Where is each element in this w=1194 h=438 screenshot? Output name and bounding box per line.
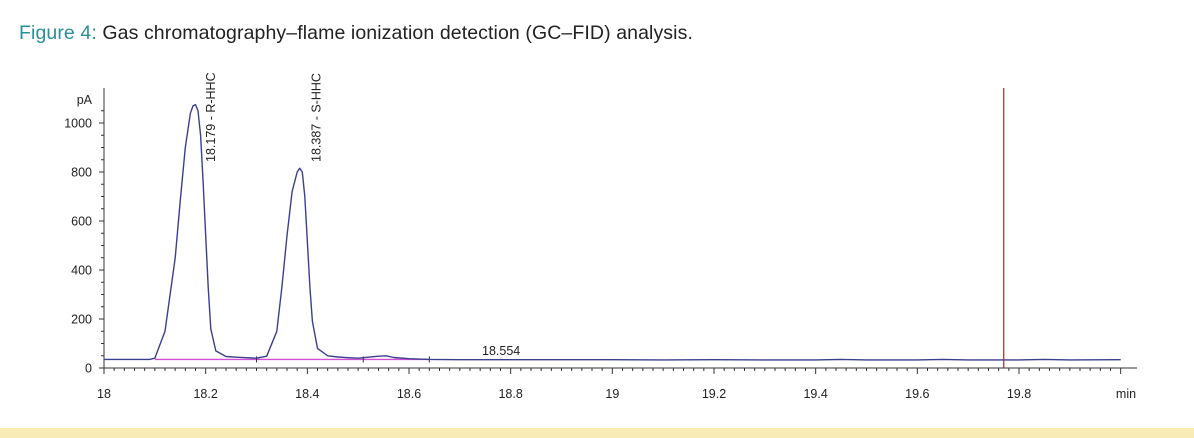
y-tick-label: 0 (85, 362, 92, 376)
figure-caption: Figure 4: Gas chromatography–flame ioniz… (19, 22, 693, 45)
y-tick-label: 200 (71, 313, 92, 327)
bottom-band (0, 428, 1194, 438)
chromatogram-trace (104, 103, 1121, 361)
figure-label: Figure 4: (19, 22, 97, 44)
x-tick-label: 18.4 (295, 387, 319, 401)
chromatogram-chart: 18 18.2 18.4 18.6 18.8 19 19.2 19.4 19.6 19.8 min 0… (64, 72, 1137, 401)
peak-label: 18.554 (482, 344, 520, 358)
y-tick-label: 800 (71, 166, 92, 180)
x-tick-label: 18 (97, 387, 111, 401)
figure-caption-text: Gas chromatography–flame ionization dete… (96, 22, 693, 44)
x-tick-label: 18.8 (498, 387, 522, 401)
x-tick-label: 19.4 (803, 387, 827, 401)
y-tick-label: 1000 (64, 117, 92, 131)
x-tick-label: 19.6 (905, 387, 929, 401)
chart-labels: 18 18.2 18.4 18.6 18.8 19 19.2 19.4 19.6 19.8 min 0… (64, 72, 1136, 401)
chart-marks (104, 88, 1121, 368)
x-tick-label: 19.8 (1007, 387, 1031, 401)
x-tick-label: 19 (605, 387, 619, 401)
x-axis-label: min (1116, 387, 1136, 401)
peak-label: 18.387 - S-HHC (310, 73, 324, 162)
y-tick-label: 400 (71, 264, 92, 278)
x-tick-label: 19.2 (702, 387, 726, 401)
x-tick-label: 18.2 (193, 387, 217, 401)
y-axis-label: pA (77, 93, 93, 107)
y-tick-label: 600 (71, 215, 92, 229)
peak-label: 18.179 - R-HHC (204, 72, 218, 162)
chart-axes (99, 88, 1137, 374)
x-tick-label: 18.6 (397, 387, 421, 401)
